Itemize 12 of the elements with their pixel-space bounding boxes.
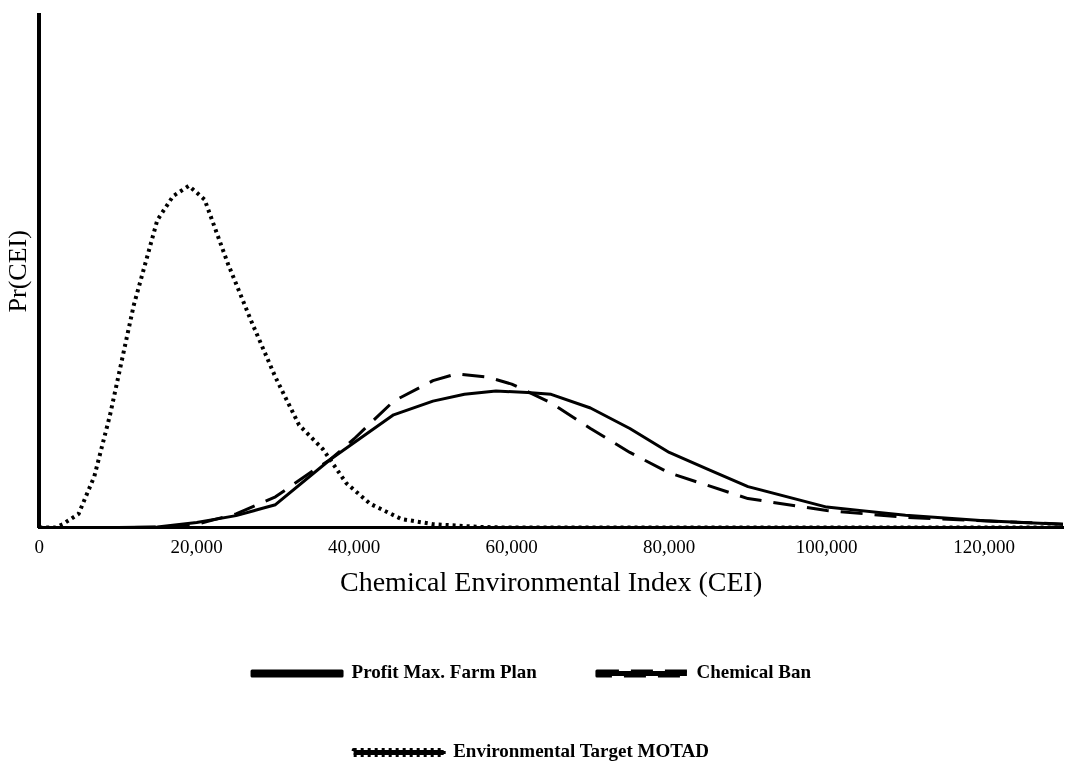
x-axis-title: Chemical Environmental Index (CEI) <box>340 565 763 597</box>
legend-label: Environmental Target MOTAD <box>453 740 709 762</box>
legend-label: Chemical Ban <box>696 661 812 683</box>
legend-label: Profit Max. Farm Plan <box>351 661 538 683</box>
x-tick-label: 40,000 <box>328 535 381 557</box>
x-tick-label: 120,000 <box>953 535 1016 557</box>
x-tick-label: 20,000 <box>170 535 223 557</box>
x-tick-label: 60,000 <box>485 535 538 557</box>
x-tick-label: 80,000 <box>643 535 696 557</box>
y-axis-title: Pr(CEI) <box>3 230 33 313</box>
x-tick-label: 100,000 <box>795 535 858 557</box>
x-tick-label: 0 <box>34 535 44 557</box>
